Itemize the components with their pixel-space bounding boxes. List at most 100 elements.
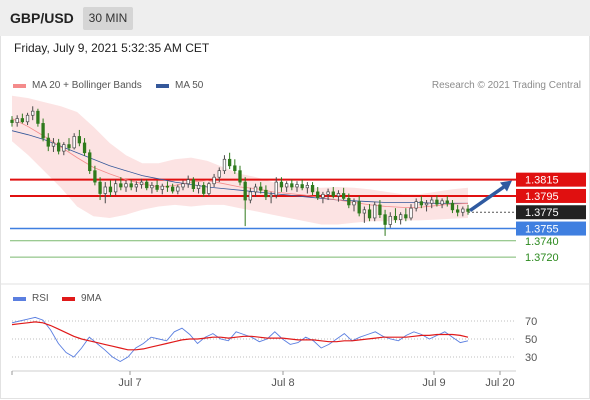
candle-body-21 [119, 183, 123, 188]
candle-body-34 [186, 179, 190, 185]
candle-body-20 [113, 183, 118, 193]
candle-body-29 [160, 185, 164, 190]
candle-body-10 [62, 144, 66, 152]
rsi-series-9MA [11, 321, 469, 351]
candle-body-45 [243, 181, 247, 201]
chart-datetime: Friday, July 9, 2021 5:32:35 AM CET [14, 41, 210, 55]
candle-body-55 [295, 184, 299, 188]
candle-body-23 [129, 183, 133, 188]
candle-body-54 [290, 183, 294, 188]
level-label-bg-1 [516, 188, 586, 203]
candle-body-4 [31, 110, 35, 116]
candle-body-12 [72, 136, 76, 149]
candle-body-43 [233, 165, 237, 172]
candle-body-53 [284, 183, 289, 188]
legend-9ma-swatch [62, 296, 75, 301]
candle-body-61 [326, 191, 330, 195]
candle-body-28 [155, 185, 159, 190]
candle-body-70 [373, 204, 377, 219]
candle-body-86 [455, 209, 460, 213]
candle-body-49 [264, 189, 268, 198]
forecast-arrow-shaft [468, 184, 508, 213]
candle-body-82 [435, 199, 439, 205]
level-label-4: 1.3740 [525, 236, 559, 248]
candle-body-64 [341, 193, 346, 199]
candle-body-25 [139, 181, 144, 185]
level-label-1: 1.3795 [525, 191, 559, 203]
candle-body-87 [461, 208, 465, 213]
candle-body-65 [347, 198, 351, 206]
legend-rsi: RSI [13, 293, 49, 304]
candle-body-84 [445, 200, 449, 204]
candle-body-47 [253, 186, 258, 193]
candle-body-18 [103, 186, 107, 194]
candle-body-52 [279, 181, 284, 188]
level-label-3: 1.3755 [525, 224, 559, 236]
candle-body-63 [336, 193, 341, 197]
candle-body-71 [378, 204, 382, 216]
candle-body-31 [170, 186, 175, 192]
candle-body-36 [196, 185, 201, 189]
candle-body-57 [305, 185, 310, 189]
rsi-tick-0: 70 [525, 316, 537, 328]
candles [10, 106, 470, 236]
candle-body-15 [88, 152, 92, 172]
candle-body-38 [207, 183, 211, 194]
timeframe-badge[interactable]: 30 MIN [83, 7, 133, 30]
legend-ma20: MA 20 + Bollinger Bands [13, 80, 142, 91]
candle-body-37 [202, 185, 206, 194]
candle-body-7 [46, 137, 50, 147]
candle-body-8 [51, 142, 56, 147]
candle-body-73 [388, 215, 392, 225]
currency-pair-title: GBP/USD [10, 10, 74, 26]
candle-body-14 [82, 142, 87, 154]
candle-body-19 [108, 186, 113, 193]
candle-body-39 [212, 176, 216, 185]
candle-body-79 [419, 201, 424, 206]
candle-body-3 [25, 114, 30, 123]
candle-body-32 [176, 186, 180, 192]
candle-body-24 [134, 184, 139, 188]
candle-body-6 [41, 123, 45, 139]
candle-body-68 [362, 209, 367, 214]
legend-rsi-label: RSI [32, 293, 49, 304]
candle-body-74 [393, 215, 398, 220]
candle-body-44 [238, 170, 242, 183]
candle-body-33 [181, 183, 185, 188]
candle-body-2 [20, 118, 25, 123]
candle-body-30 [165, 185, 170, 188]
candle-body-26 [145, 181, 149, 189]
legend-9ma-label: 9MA [81, 293, 102, 304]
candle-body-48 [259, 186, 263, 191]
legend-9ma: 9MA [62, 293, 102, 304]
candle-body-35 [191, 179, 196, 189]
candle-body-16 [93, 170, 97, 183]
legend-ma50-swatch [156, 83, 169, 88]
candle-body-81 [430, 199, 434, 204]
candle-body-78 [414, 201, 418, 209]
ma20-line [11, 118, 469, 208]
candle-body-0 [10, 119, 14, 123]
candle-body-22 [124, 183, 128, 188]
candle-body-85 [450, 202, 455, 211]
level-label-bg-0 [516, 172, 586, 187]
rsi-series-RSI [11, 316, 469, 363]
legend-ma20-swatch [13, 83, 26, 88]
candle-body-5 [36, 110, 40, 124]
level-label-bg-2 [516, 205, 586, 220]
level-label-0: 1.3815 [525, 175, 559, 187]
candle-body-88 [466, 208, 470, 212]
candle-body-77 [409, 207, 413, 219]
candle-body-41 [222, 158, 227, 172]
candle-body-62 [331, 191, 335, 197]
candle-body-66 [352, 201, 356, 206]
candle-body-69 [367, 209, 372, 219]
candle-body-9 [56, 142, 61, 152]
candle-body-11 [67, 144, 71, 149]
candle-body-13 [77, 136, 82, 144]
candle-body-59 [316, 191, 320, 198]
ma50-line [11, 130, 468, 204]
candle-body-60 [321, 193, 325, 198]
candle-body-46 [248, 191, 253, 201]
